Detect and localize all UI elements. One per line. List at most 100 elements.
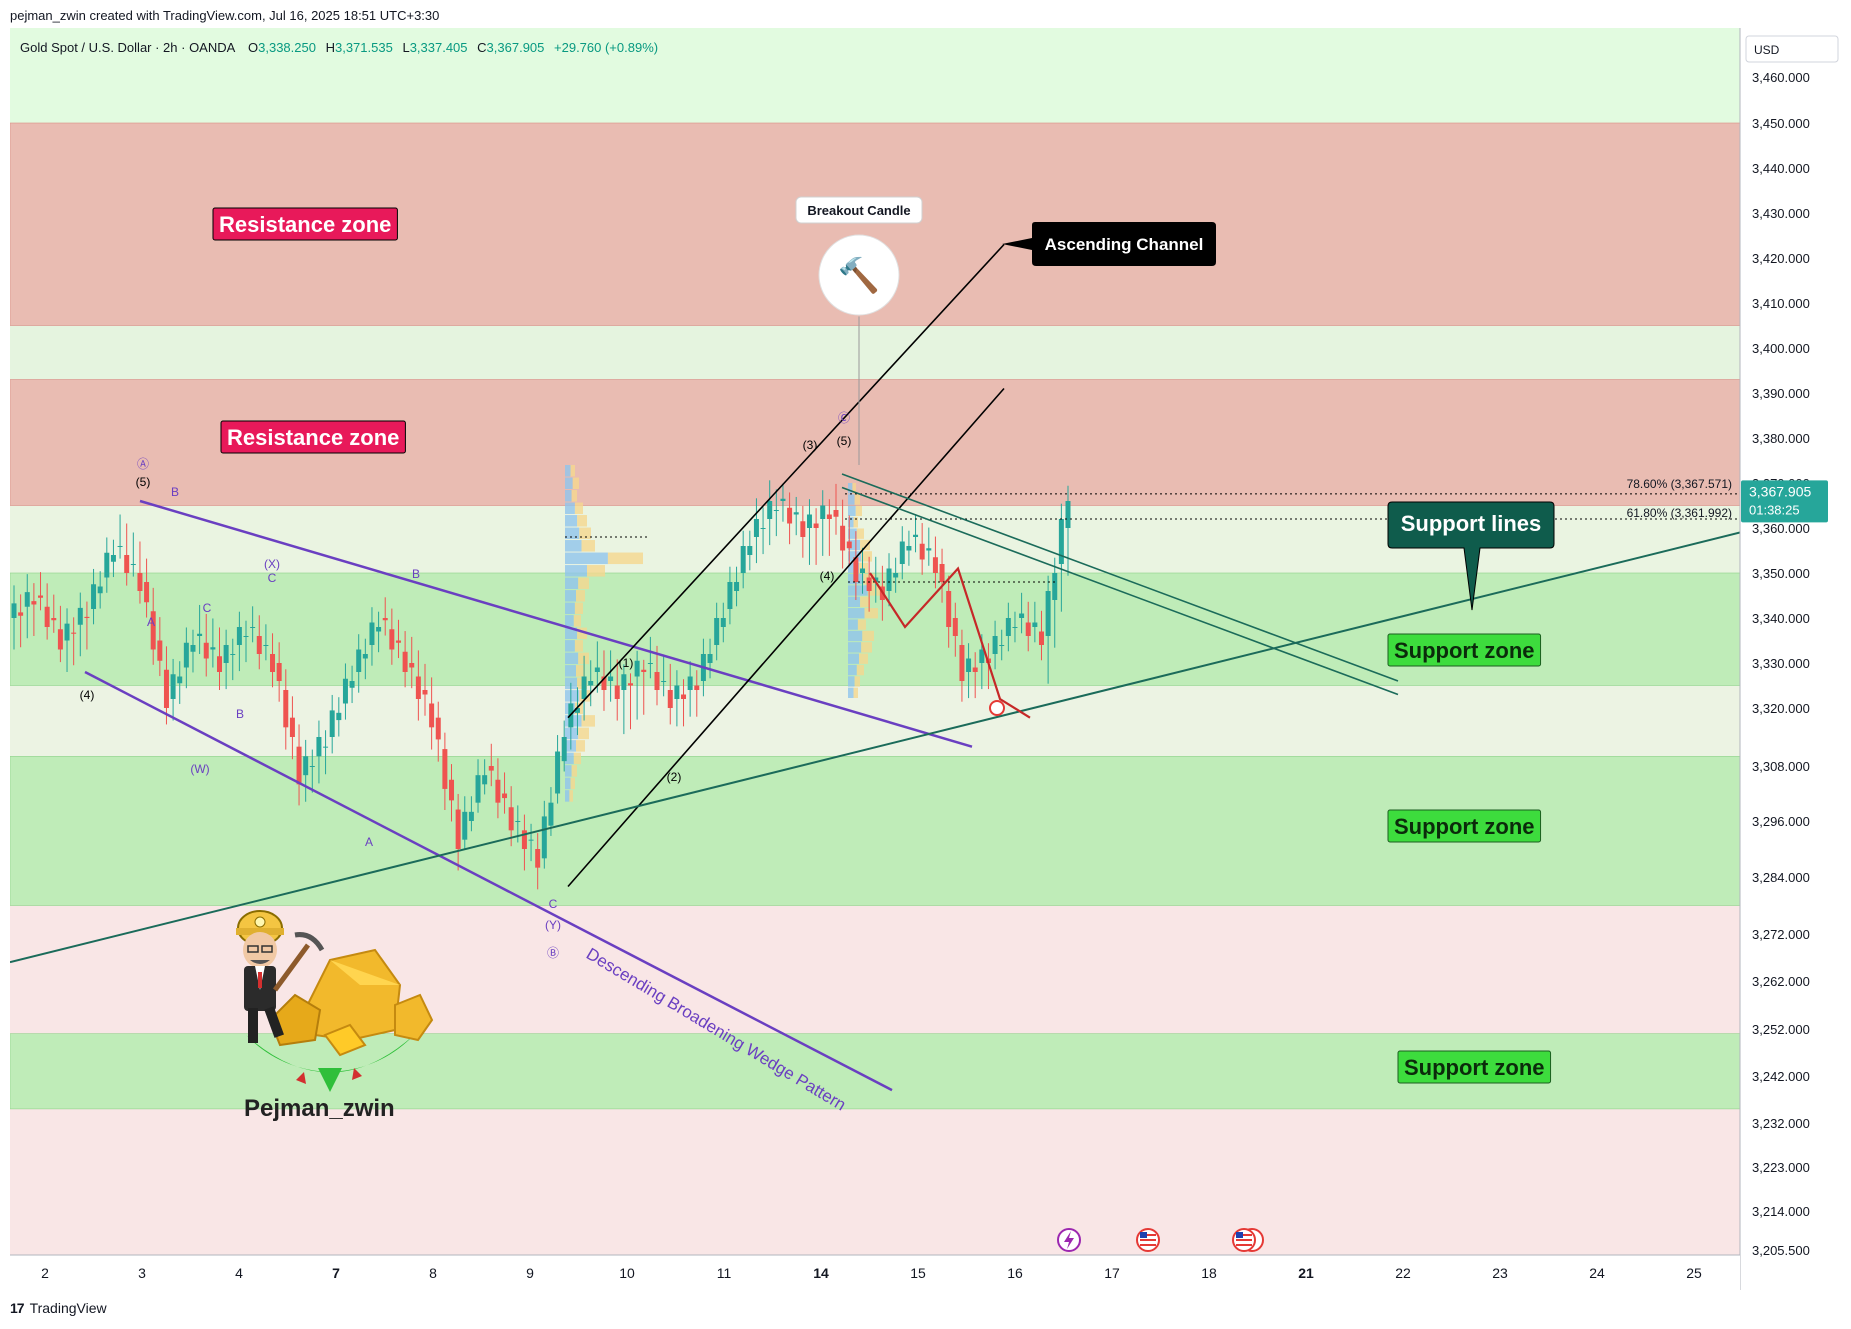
candle-body	[482, 775, 488, 785]
volume-profile-1-bar	[565, 540, 582, 552]
support-zone-label-1: Support zone	[1387, 633, 1542, 667]
candle-body	[873, 577, 879, 582]
support-zone-label-2-box	[1387, 809, 1542, 843]
ascending-channel-box	[1002, 222, 1216, 266]
author-name: Pejman_zwin	[244, 1095, 395, 1122]
support-zone-label-1-text: Support zone	[1394, 638, 1535, 663]
candle-body	[1025, 622, 1031, 636]
candle-body	[694, 685, 700, 690]
date-tick-label: 25	[1686, 1265, 1702, 1281]
resistance-zone-label-2: Resistance zone	[220, 420, 406, 454]
support-lines-label: Support lines	[1401, 511, 1542, 536]
volume-profile-1-bar	[577, 627, 587, 640]
candle-body	[720, 618, 726, 627]
candle-body	[462, 811, 468, 840]
candle-body	[780, 498, 786, 501]
candle-body	[57, 629, 63, 650]
wave-label: Ⓐ	[137, 457, 149, 471]
candle-body	[309, 766, 315, 767]
price-tick-label: 3,390.000	[1752, 386, 1810, 401]
candle-body	[753, 519, 759, 537]
channel-lower-line	[567, 387, 1005, 888]
candle-body	[495, 779, 501, 803]
volume-profile-1-bar	[570, 465, 575, 477]
candle-body	[906, 546, 912, 551]
support-lines-callout: Support lines	[1387, 501, 1555, 611]
candle-body	[820, 505, 826, 519]
volume-profile-2-bar	[854, 494, 860, 505]
wave-label: A	[365, 835, 373, 849]
tradingview-footer[interactable]: 17 TradingView	[10, 1300, 107, 1316]
candle-body	[256, 636, 262, 654]
price-tick-label: 3,330.000	[1752, 656, 1810, 671]
candle-body	[44, 606, 50, 627]
wave-label: (3)	[803, 438, 818, 452]
candle-body	[51, 618, 57, 621]
candle-body	[979, 649, 985, 663]
resistance-zone-label-2-text: Resistance zone	[227, 425, 399, 450]
candle-body	[163, 669, 169, 708]
volume-profile-2-bar	[848, 505, 856, 517]
candle-body	[647, 663, 653, 664]
us-flag-event-icon-double[interactable]	[1232, 1228, 1264, 1252]
volume-profile-2-bar	[848, 517, 854, 528]
volume-profile-2-bar	[854, 676, 860, 687]
wave-label: (4)	[80, 688, 95, 702]
candle-body	[409, 663, 415, 668]
wave-label: (W)	[190, 762, 209, 776]
breakout-label: Breakout Candle	[807, 203, 910, 218]
date-tick-label: 4	[235, 1265, 243, 1281]
volume-profile-1-bar	[576, 740, 585, 752]
price-tick-label: 3,214.000	[1752, 1204, 1810, 1219]
event-icons[interactable]	[1057, 1228, 1264, 1252]
price-tick-label: 3,272.000	[1752, 927, 1810, 942]
price-tick-label: 3,430.000	[1752, 206, 1810, 221]
candle-body	[250, 627, 256, 628]
candle-body	[641, 669, 647, 672]
candle-body	[634, 660, 640, 677]
candle-body	[773, 510, 779, 511]
price-tick-label: 3,232.000	[1752, 1116, 1810, 1131]
volume-profile-1-bar	[565, 565, 587, 577]
volume-profile-1-bar	[570, 777, 575, 790]
volume-profile-2-bar	[860, 539, 870, 551]
candle-body	[687, 676, 693, 690]
candle-body	[11, 603, 17, 618]
countdown-value: 01:38:25	[1749, 502, 1800, 517]
price-tick-label: 3,460.000	[1752, 70, 1810, 85]
volume-profile-2-bar	[852, 483, 856, 494]
date-tick-label: 2	[41, 1265, 49, 1281]
candle-body	[97, 586, 103, 594]
candle-body	[1052, 573, 1058, 600]
price-tick-label: 3,262.000	[1752, 974, 1810, 989]
candle-body	[588, 681, 594, 686]
volume-profile-2-bar	[859, 653, 868, 664]
volume-profile-1-bar	[565, 752, 574, 765]
candle-body	[289, 717, 295, 737]
price-tick-label: 3,205.500	[1752, 1243, 1810, 1258]
candle-body	[190, 645, 196, 652]
candle-body	[382, 618, 388, 621]
candle-body	[515, 821, 521, 822]
candle-body	[621, 674, 627, 690]
candle-body	[992, 636, 998, 654]
candle-body	[972, 667, 978, 672]
ascending-channel-callout: Ascending Channel	[1002, 222, 1216, 266]
support-zone-label-3: Support zone	[1397, 1050, 1552, 1084]
volume-profile-1-bar	[565, 640, 575, 652]
time-axis[interactable]	[10, 1255, 1740, 1290]
candle-body	[939, 564, 945, 582]
candle-body	[508, 807, 514, 831]
high-value: 3,371.535	[335, 40, 393, 55]
volume-profile-2-bar	[857, 619, 866, 630]
us-flag-event-icon[interactable]	[1136, 1228, 1160, 1252]
candle-body	[336, 712, 342, 721]
candle-body	[183, 642, 189, 668]
candle-body	[999, 645, 1005, 646]
currency-badge[interactable]	[1745, 35, 1839, 63]
low-value: 3,337.405	[410, 40, 468, 55]
price-axis[interactable]	[1740, 28, 1851, 1255]
lightning-event-icon[interactable]	[1057, 1228, 1081, 1252]
volume-profile-1-bar	[565, 765, 572, 777]
